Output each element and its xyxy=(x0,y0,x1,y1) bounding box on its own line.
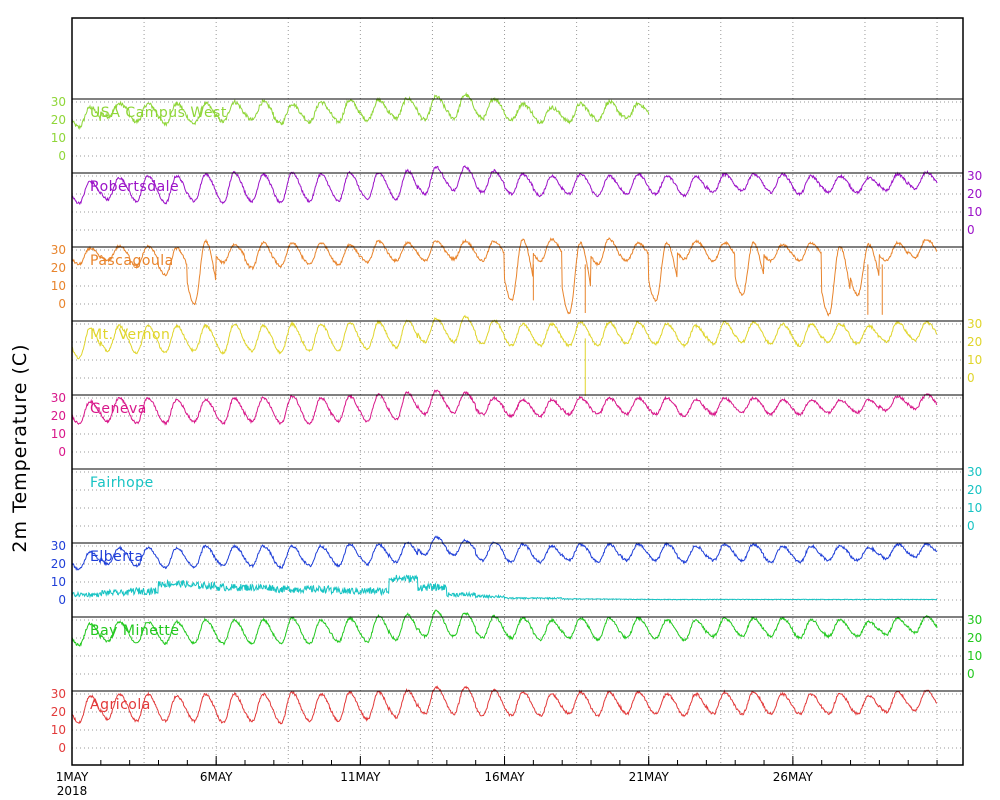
station-label: Pascagoula xyxy=(90,253,174,269)
station-label: Bay Minette xyxy=(90,623,179,639)
y-tick-label: 0 xyxy=(58,593,66,607)
y-tick-label: 0 xyxy=(58,741,66,755)
y-tick-label: 30 xyxy=(51,243,66,257)
panel-usa-campus-west: 0 10 20 30 USA Campus West xyxy=(51,91,963,163)
y-tick-label: 30 xyxy=(51,687,66,701)
y-tick-label: 10 xyxy=(967,353,982,367)
panel-agricola: 0 10 20 30 Agricola xyxy=(51,685,963,755)
y-tick-label: 10 xyxy=(967,501,982,515)
station-label: Fairhope xyxy=(90,475,154,491)
x-tick-label: 26MAY xyxy=(773,770,814,784)
panel-elberta: 0 10 20 30 Elberta xyxy=(51,535,963,607)
y-tick-label: 30 xyxy=(967,169,982,183)
x-tick-label: 6MAY xyxy=(200,770,233,784)
y-tick-label: 10 xyxy=(51,723,66,737)
x-tick-sublabel: 2018 xyxy=(57,784,88,798)
y-tick-label: 30 xyxy=(51,391,66,405)
y-tick-label: 10 xyxy=(51,575,66,589)
y-tick-label: 20 xyxy=(967,335,982,349)
y-tick-label: 20 xyxy=(51,409,66,423)
y-tick-label: 30 xyxy=(51,539,66,553)
y-tick-label: 20 xyxy=(51,261,66,275)
series-line xyxy=(71,389,938,426)
y-tick-label: 0 xyxy=(58,297,66,311)
y-tick-label: 10 xyxy=(51,279,66,293)
y-tick-label: 10 xyxy=(51,131,66,145)
chart-frame xyxy=(71,17,964,766)
y-tick-label: 20 xyxy=(51,705,66,719)
y-tick-label: 0 xyxy=(967,667,975,681)
station-label: USA Campus West xyxy=(90,105,227,121)
y-tick-label: 20 xyxy=(51,113,66,127)
station-label: Geneva xyxy=(90,401,147,417)
panel-fairhope: 0 10 20 30 Fairhope xyxy=(72,465,982,533)
y-tick-label: 0 xyxy=(58,149,66,163)
panel-mt-vernon: 0 10 20 30 Mt. Vernon xyxy=(71,314,982,396)
panel-robertsdale: 0 10 20 30 Robertsdale xyxy=(71,164,982,237)
panel-bay-minette: 0 10 20 30 Bay Minette xyxy=(71,609,982,681)
x-tick-label: 1MAY xyxy=(56,770,89,784)
y-tick-label: 0 xyxy=(967,223,975,237)
y-tick-label: 30 xyxy=(967,465,982,479)
panel-geneva: 0 10 20 30 Geneva xyxy=(51,389,963,459)
y-tick-label: 30 xyxy=(967,317,982,331)
series-line xyxy=(71,314,938,360)
plot-border xyxy=(71,17,964,766)
station-label: Mt. Vernon xyxy=(90,327,170,343)
grid xyxy=(143,18,938,765)
series-line xyxy=(71,237,938,317)
y-tick-label: 0 xyxy=(967,519,975,533)
secondary-series-line xyxy=(71,574,938,601)
x-tick-label: 21MAY xyxy=(629,770,670,784)
y-tick-label: 30 xyxy=(51,95,66,109)
y-tick-label: 0 xyxy=(58,445,66,459)
station-label: Elberta xyxy=(90,549,144,565)
series-line xyxy=(71,535,938,571)
series-line xyxy=(71,91,650,131)
station-label: Agricola xyxy=(90,697,151,713)
panel-pascagoula: 0 10 20 30 Pascagoula xyxy=(51,237,963,317)
y-tick-label: 20 xyxy=(967,483,982,497)
y-axis-title: 2m Temperature (C) xyxy=(9,343,31,552)
chart-panels: 0 10 20 30 USA Campus West 0 10 20 30 Robertsdale… xyxy=(51,91,982,755)
series-line xyxy=(71,164,938,206)
x-tick-label: 16MAY xyxy=(484,770,525,784)
y-tick-label: 10 xyxy=(967,205,982,219)
y-tick-label: 30 xyxy=(967,613,982,627)
station-label: Robertsdale xyxy=(90,179,179,195)
y-tick-label: 10 xyxy=(967,649,982,663)
y-tick-label: 0 xyxy=(967,371,975,385)
x-tick-label: 11MAY xyxy=(340,770,381,784)
series-line xyxy=(71,609,938,647)
series-line xyxy=(71,685,938,725)
y-tick-label: 20 xyxy=(967,187,982,201)
y-tick-label: 10 xyxy=(51,427,66,441)
y-tick-label: 20 xyxy=(967,631,982,645)
y-tick-label: 20 xyxy=(51,557,66,571)
